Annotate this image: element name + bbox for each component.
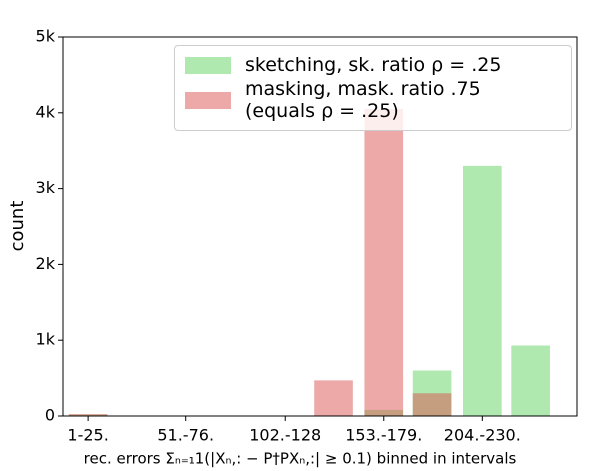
legend-label: masking, mask. ratio .75 (equals ρ = .25… <box>245 78 481 122</box>
x-tick-label: 102.-128 <box>249 426 321 445</box>
x-tick-label: 1-25. <box>67 426 108 445</box>
legend: sketching, sk. ratio ρ = .25 masking, mas… <box>174 45 572 131</box>
bar <box>68 414 108 416</box>
bar <box>462 165 502 416</box>
x-axis-label: rec. errors Σₙ₌₁1(|Xₙ,: − P†PXₙ,:| ≥ 0.1… <box>84 450 517 468</box>
legend-swatch <box>185 91 231 109</box>
legend-entry: masking, mask. ratio .75 (equals ρ = .25… <box>185 78 561 122</box>
bar <box>511 345 550 416</box>
y-tick-label: 3k <box>36 178 56 197</box>
bar <box>412 393 452 416</box>
bar <box>314 380 353 416</box>
legend-label: sketching, sk. ratio ρ = .25 <box>245 54 502 76</box>
bar <box>364 109 404 416</box>
x-tick-label: 153.-179. <box>345 426 422 445</box>
y-axis-label: count <box>7 201 28 252</box>
legend-entry: sketching, sk. ratio ρ = .25 <box>185 54 561 76</box>
y-tick-label: 0 <box>45 406 55 425</box>
y-tick-label: 5k <box>36 27 56 46</box>
y-tick-label: 1k <box>36 330 56 349</box>
axes-frame <box>62 36 578 417</box>
y-tick-label: 4k <box>36 102 56 121</box>
y-tick-label: 2k <box>36 254 56 273</box>
x-tick-label: 204.-230. <box>444 426 521 445</box>
bars <box>68 109 550 416</box>
x-tick-label: 51.-76. <box>157 426 214 445</box>
legend-swatch <box>185 56 231 74</box>
